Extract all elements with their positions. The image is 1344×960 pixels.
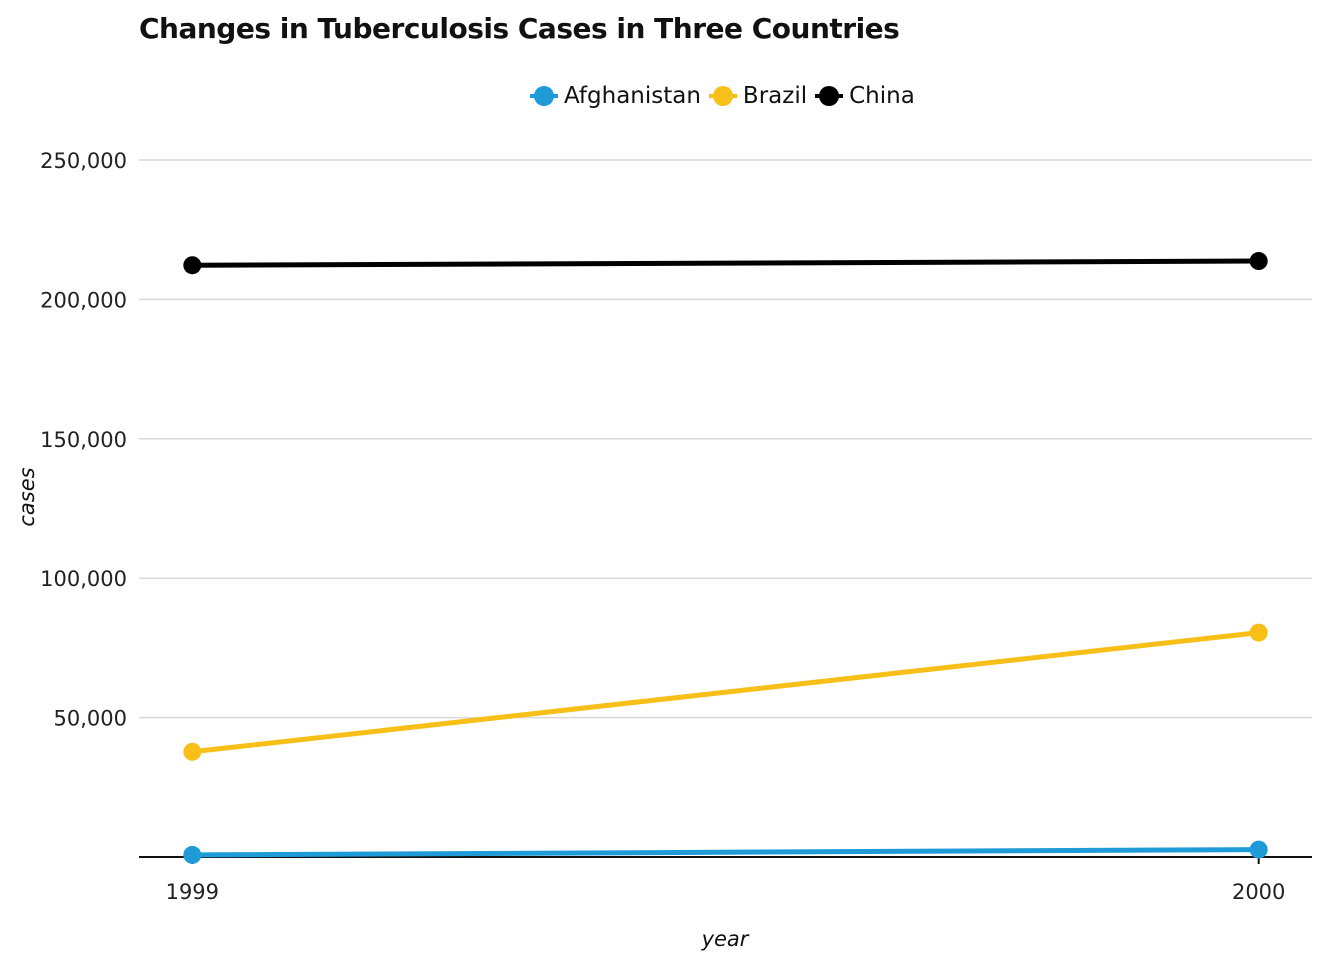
y-axis-title: cases: [15, 467, 39, 526]
data-point-brazil: [1249, 623, 1268, 642]
x-tick-label: 1999: [166, 880, 219, 904]
data-point-brazil: [183, 742, 202, 761]
data-point-afghanistan: [1249, 840, 1268, 859]
series-line-brazil: [189, 630, 1262, 755]
y-tick-label: 250,000: [40, 149, 127, 173]
series-line-china: [189, 258, 1262, 268]
legend-label-afghanistan: Afghanistan: [564, 83, 701, 109]
y-tick-label: 100,000: [40, 567, 127, 591]
legend-item-afghanistan: Afghanistan: [530, 83, 701, 109]
y-tick-label: 50,000: [54, 707, 127, 731]
legend-label-brazil: Brazil: [742, 83, 808, 109]
data-point-china: [1249, 252, 1268, 271]
y-tick-label: 200,000: [40, 288, 127, 312]
legend-item-brazil: Brazil: [708, 83, 808, 109]
legend-label-china: China: [849, 83, 915, 109]
legend-item-china: China: [815, 83, 915, 109]
y-tick-label: 150,000: [40, 428, 127, 452]
series-line-afghanistan: [189, 847, 1262, 858]
series-lines: [183, 252, 1268, 864]
legend: Afghanistan Brazil China: [530, 80, 927, 112]
x-axis-title: year: [701, 927, 750, 951]
axes: 50,000 100,000 150,000 200,000 250,000 1999 20…: [40, 149, 1312, 904]
legend-key-afghanistan: [530, 86, 558, 106]
chart-title: Changes in Tuberculosis Cases in Three C…: [139, 12, 900, 45]
legend-key-china: [815, 86, 844, 106]
axis-labels: year cases: [15, 467, 750, 951]
data-point-china: [183, 256, 202, 275]
data-point-afghanistan: [183, 845, 202, 864]
legend-key-brazil: [708, 86, 737, 106]
x-tick-label: 2000: [1232, 880, 1285, 904]
grid-lines: [139, 159, 1312, 719]
